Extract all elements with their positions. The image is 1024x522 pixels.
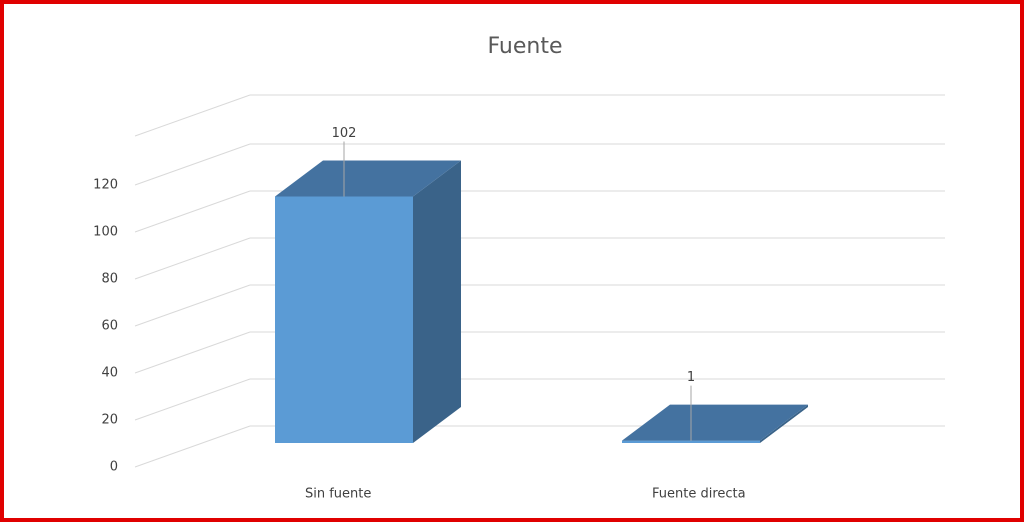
data-label: 102	[332, 126, 357, 141]
data-label: 1	[687, 370, 695, 385]
bar-top	[622, 404, 808, 441]
grid-line	[134, 190, 251, 233]
chart-title: Fuente	[487, 34, 562, 59]
bar	[275, 196, 413, 443]
y-tick-label: 100	[93, 225, 118, 240]
grid-line	[134, 378, 251, 421]
bar-side	[760, 404, 808, 443]
y-tick-label: 80	[101, 272, 118, 287]
y-tick-label: 40	[101, 366, 118, 381]
grid-line	[134, 237, 251, 280]
grid-line	[134, 284, 251, 327]
y-tick-label: 120	[93, 178, 118, 193]
y-tick-label: 60	[101, 319, 118, 334]
y-tick-label: 20	[101, 413, 118, 428]
grid-line	[134, 143, 251, 186]
grid-line	[134, 425, 251, 468]
bar	[622, 440, 760, 443]
bar-side	[413, 160, 461, 443]
grid-line	[134, 331, 251, 374]
x-tick-label: Sin fuente	[305, 487, 371, 502]
y-tick-label: 0	[110, 460, 118, 475]
bar-top	[275, 160, 461, 197]
wall-edge	[134, 94, 251, 137]
x-tick-label: Fuente directa	[652, 487, 746, 502]
